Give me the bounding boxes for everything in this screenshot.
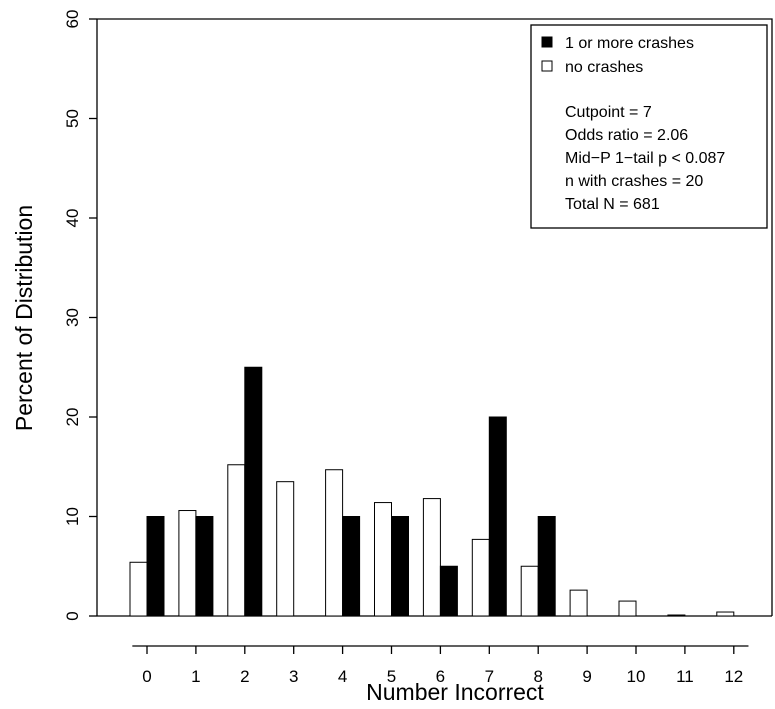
bar-crashes-1 [195, 516, 214, 617]
bar-crashes-6 [439, 565, 458, 617]
y-axis-ticks: 0 10 20 30 40 50 60 [63, 10, 97, 621]
bar-no-crashes-5 [374, 502, 392, 617]
legend-stat-mid-p: Mid−P 1−tail p < 0.087 [565, 150, 725, 167]
bar-no-crashes-2 [227, 464, 246, 617]
bar-no-crashes-7 [471, 538, 490, 617]
bar-no-crashes-12 [716, 611, 735, 617]
x-tick-label-0: 0 [142, 667, 151, 686]
x-tick-label-12: 12 [724, 667, 743, 686]
x-tick-label-10: 10 [627, 667, 646, 686]
legend: 1 or more crashes no crashes Cutpoint = … [530, 24, 768, 229]
x-tick-label-4: 4 [338, 667, 347, 686]
bar-no-crashes-3 [276, 481, 295, 617]
legend-swatch-crashes [541, 36, 553, 48]
bar-no-crashes-11 [667, 614, 686, 617]
x-tick-label-8: 8 [533, 667, 542, 686]
y-tick-label-60: 60 [63, 10, 82, 29]
y-tick-label-0: 0 [63, 611, 82, 620]
x-tick-label-6: 6 [436, 667, 445, 686]
legend-label-no-crashes: no crashes [565, 59, 643, 76]
y-tick-label-10: 10 [63, 507, 82, 526]
bar-crashes-7 [488, 416, 507, 617]
x-tick-label-3: 3 [289, 667, 298, 686]
legend-stat-total-n: Total N = 681 [565, 196, 660, 213]
legend-stat-cutpoint: Cutpoint = 7 [565, 104, 652, 121]
bar-no-crashes-1 [178, 510, 197, 617]
y-tick-label-20: 20 [63, 408, 82, 427]
bar-no-crashes-8 [520, 565, 539, 617]
bar-crashes-8 [537, 516, 556, 617]
y-tick-label-30: 30 [63, 308, 82, 327]
legend-stat-n-with-crashes: n with crashes = 20 [565, 173, 703, 190]
plot-frame [97, 18, 773, 616]
bar-crashes-4 [342, 516, 361, 617]
y-axis-label: Percent of Distribution [11, 205, 37, 431]
x-tick-label-5: 5 [387, 667, 396, 686]
y-tick-label-40: 40 [63, 209, 82, 228]
bar-crashes-5 [391, 516, 409, 617]
x-tick-label-7: 7 [485, 667, 494, 686]
x-tick-label-1: 1 [191, 667, 200, 686]
legend-stat-odds-ratio: Odds ratio = 2.06 [565, 127, 688, 144]
x-tick-label-2: 2 [240, 667, 249, 686]
legend-swatch-no-crashes [541, 60, 553, 72]
bar-no-crashes-0 [129, 561, 148, 617]
bar-no-crashes-4 [325, 469, 344, 617]
x-axis-ticks: 0 1 2 3 4 5 6 7 8 9 10 11 12 [132, 645, 749, 686]
bar-no-crashes-10 [618, 600, 637, 617]
y-tick-label-50: 50 [63, 109, 82, 128]
legend-box [530, 24, 768, 229]
bar-crashes-0 [146, 516, 165, 617]
bar-no-crashes-6 [422, 498, 441, 617]
bar-crashes-2 [244, 366, 263, 617]
legend-label-crashes: 1 or more crashes [565, 35, 694, 52]
bar-no-crashes-9 [569, 589, 588, 617]
x-tick-label-11: 11 [676, 667, 694, 686]
x-axis-label: Number Incorrect [366, 679, 544, 705]
bars [129, 366, 735, 617]
x-tick-label-9: 9 [582, 667, 591, 686]
